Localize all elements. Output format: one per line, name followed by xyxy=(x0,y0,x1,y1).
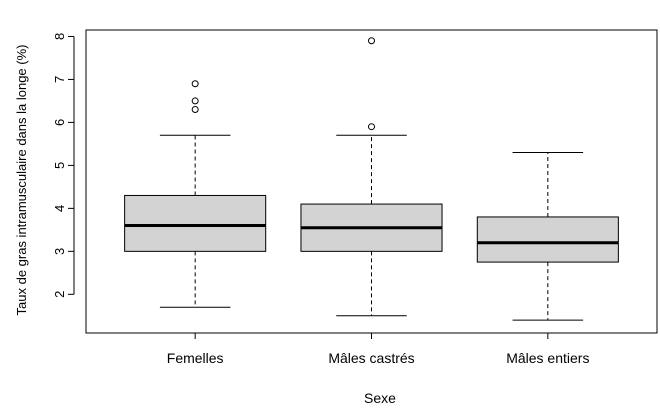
y-tick-label: 5 xyxy=(52,162,67,169)
y-tick-label: 7 xyxy=(52,76,67,83)
x-tick-label: Femelles xyxy=(167,350,224,366)
y-axis: 2 3 4 5 6 7 8 xyxy=(52,33,75,298)
box-group xyxy=(300,37,443,317)
box-group xyxy=(476,151,619,321)
outlier-point xyxy=(368,37,375,45)
boxes xyxy=(124,37,619,321)
outlier-point xyxy=(191,80,199,88)
x-tick-label: Mâles entiers xyxy=(506,350,589,366)
x-tick-label: Mâles castrés xyxy=(328,350,414,366)
y-tick-label: 3 xyxy=(52,248,67,255)
y-tick-label: 4 xyxy=(52,205,67,212)
outlier-point xyxy=(191,97,199,105)
outlier-point xyxy=(368,123,375,131)
y-tick-label: 6 xyxy=(52,119,67,126)
y-axis-label: Taux de gras intramusculaire dans la lon… xyxy=(14,45,29,316)
box-iqr xyxy=(476,216,619,263)
box-group xyxy=(124,80,267,308)
y-tick-label: 8 xyxy=(52,33,67,40)
y-tick-label: 2 xyxy=(52,291,67,298)
outlier-point xyxy=(191,106,199,114)
x-axis-label: Sexe xyxy=(364,390,396,406)
x-axis: Femelles Mâles castrés Mâles entiers xyxy=(167,332,589,366)
box-iqr xyxy=(124,194,267,252)
